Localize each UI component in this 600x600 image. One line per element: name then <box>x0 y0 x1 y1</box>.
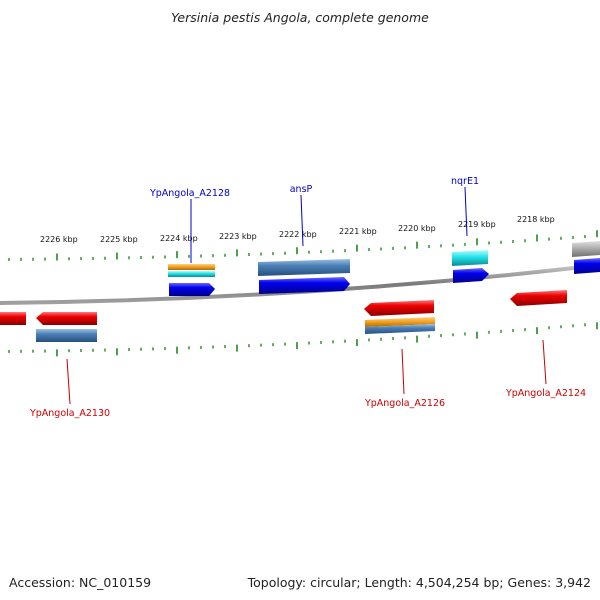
feature-ansp-rna[interactable] <box>258 259 350 276</box>
tick-label: 2220 kbp <box>398 224 436 233</box>
tick-label: 2221 kbp <box>339 227 377 236</box>
feature-a2126-orange[interactable] <box>365 317 435 327</box>
gene-arrow-a2126[interactable] <box>364 300 434 316</box>
feature-a2128-orange[interactable] <box>168 264 215 270</box>
tick-label: 2224 kbp <box>160 234 198 243</box>
map-title: Yersinia pestis Angola, complete genome <box>171 10 429 25</box>
gene-arrow-a2130[interactable] <box>36 312 97 325</box>
feature-right-grey[interactable] <box>572 241 600 257</box>
inner-tick-track <box>8 322 598 357</box>
feature-nqre1-cyan[interactable] <box>452 250 488 266</box>
gene-label-a2128[interactable]: YpAngola_A2128 <box>149 188 230 199</box>
gene-arrow-left-edge[interactable] <box>0 312 26 325</box>
gene-arrow-a2128[interactable] <box>169 283 215 296</box>
gene-label-nqre1[interactable]: nqrE1 <box>451 176 479 187</box>
gene-label-ansp[interactable]: ansP <box>290 184 313 195</box>
gene-label-a2126[interactable]: YpAngola_A2126 <box>364 398 445 409</box>
feature-a2130-rna[interactable] <box>36 329 97 342</box>
accession-text: Accession: NC_010159 <box>9 575 152 590</box>
gene-arrow-nqre1[interactable] <box>453 268 489 283</box>
gene-arrow-ansp[interactable] <box>259 277 350 294</box>
feature-a2126-rna[interactable] <box>365 324 435 334</box>
outer-tick-track <box>8 230 598 261</box>
tick-label: 2223 kbp <box>219 232 257 241</box>
gene-label-a2130[interactable]: YpAngola_A2130 <box>29 408 110 419</box>
tick-label: 2219 kbp <box>458 220 496 229</box>
feature-a2128-cyan[interactable] <box>168 271 215 277</box>
topology-text: Topology: circular; Length: 4,504,254 bp… <box>247 575 591 590</box>
tick-label: 2218 kbp <box>517 215 555 224</box>
tick-label: 2226 kbp <box>40 235 78 244</box>
tick-label: 2225 kbp <box>100 235 138 244</box>
gene-arrow-a2124[interactable] <box>510 290 567 306</box>
gene-label-a2124[interactable]: YpAngola_A2124 <box>505 388 586 399</box>
tick-labels: 2226 kbp 2225 kbp 2224 kbp 2223 kbp 2222… <box>40 215 555 244</box>
gene-arrow-right-edge[interactable] <box>574 258 600 274</box>
tick-label: 2222 kbp <box>279 230 317 239</box>
label-leaders <box>66 186 547 405</box>
